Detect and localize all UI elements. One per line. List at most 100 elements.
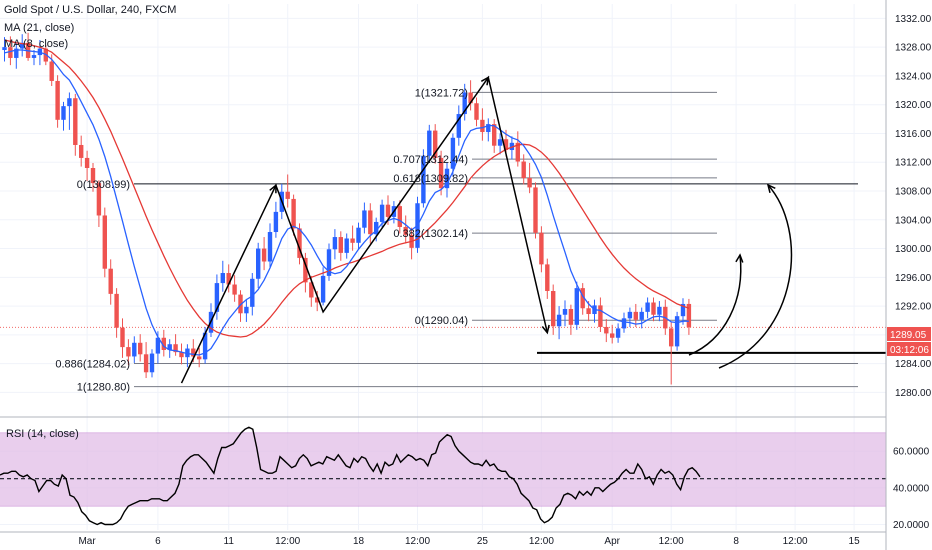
x-tick-label: 6 xyxy=(155,536,161,547)
ma21-legend: MA (21, close) xyxy=(4,22,74,34)
candle-body xyxy=(539,232,544,265)
y-tick-label: 1292.00 xyxy=(895,302,932,313)
rsi-title: RSI (14, close) xyxy=(6,428,79,440)
candle-body xyxy=(332,237,338,250)
candle-body xyxy=(114,293,119,328)
fib-level-label: 1(1280.80) xyxy=(77,382,130,394)
candle-body xyxy=(214,283,220,312)
candle-body xyxy=(67,98,72,107)
candle-body xyxy=(580,288,585,309)
candle-body xyxy=(674,316,680,347)
y-tick-label: 1280.00 xyxy=(895,388,932,399)
candle-body xyxy=(138,342,143,355)
candle-body xyxy=(84,157,90,168)
candle-body xyxy=(273,211,279,233)
y-tick-label: 1320.00 xyxy=(895,100,932,111)
candle-body xyxy=(256,248,261,279)
candle-body xyxy=(379,204,385,222)
candle-body xyxy=(574,288,579,325)
candle-body xyxy=(126,347,131,357)
candle-body xyxy=(303,257,308,283)
candle-body xyxy=(551,291,556,327)
candle-body xyxy=(515,142,520,162)
y-tick-label: 1284.00 xyxy=(895,359,932,370)
x-tick-label: 12:00 xyxy=(783,536,808,547)
candle-body xyxy=(633,311,638,320)
candle-body xyxy=(610,333,615,338)
x-tick-label: 8 xyxy=(733,536,739,547)
countdown-tag xyxy=(887,342,931,356)
candle-body xyxy=(604,326,609,334)
zigzag-pattern xyxy=(180,75,549,384)
candle-body xyxy=(556,314,562,327)
candle-body xyxy=(356,227,361,243)
candle-body xyxy=(669,328,674,347)
candle-body xyxy=(309,282,314,298)
candle-body xyxy=(49,61,54,81)
candle-body xyxy=(2,47,7,51)
ma21-line xyxy=(4,39,690,338)
candle-body xyxy=(421,155,426,204)
x-tick-label: 18 xyxy=(353,536,365,547)
candle-body xyxy=(90,168,96,184)
candle-body xyxy=(486,124,491,133)
projection-arrow-large xyxy=(766,183,776,193)
candle-body xyxy=(202,332,208,360)
fib-level-label: 0(1308.99) xyxy=(77,179,130,191)
candle-body xyxy=(450,137,456,169)
candle-body xyxy=(244,306,249,314)
candle-body xyxy=(385,204,391,217)
candle-body xyxy=(61,106,66,120)
candle-body xyxy=(433,130,438,158)
x-tick-label: 25 xyxy=(477,536,489,547)
candle-body xyxy=(20,42,25,49)
projection-curve-small xyxy=(688,254,742,356)
candle-body xyxy=(368,210,373,235)
y-tick-label: 1296.00 xyxy=(895,273,932,284)
candle-body xyxy=(55,80,60,120)
x-tick-label: 12:00 xyxy=(659,536,684,547)
candle-body xyxy=(456,114,461,138)
candle-body xyxy=(657,306,662,315)
candle-body xyxy=(161,337,166,350)
fib-level-label: 0.618(1309.82) xyxy=(393,173,468,185)
candle-body xyxy=(149,353,155,373)
candle-body xyxy=(527,178,532,188)
candle-body xyxy=(326,249,332,276)
candle-body xyxy=(220,273,225,284)
candle-body xyxy=(120,327,125,348)
candle-body xyxy=(497,139,503,146)
candle-body xyxy=(427,130,432,156)
x-tick-label: 11 xyxy=(224,536,235,547)
candle-body xyxy=(132,342,137,357)
rsi-y-tick-label: 20.0000 xyxy=(893,520,930,531)
candle-body xyxy=(474,103,479,120)
candle-body xyxy=(403,226,408,235)
fib-level-label: 0.382(1302.14) xyxy=(393,228,468,240)
candle-body xyxy=(191,348,196,357)
candle-body xyxy=(108,268,113,294)
candle-body xyxy=(250,278,255,307)
candle-body xyxy=(533,187,538,233)
candle-body xyxy=(155,337,161,354)
fib-levels xyxy=(0,91,886,388)
candle-body xyxy=(8,47,13,58)
y-tick-label: 1316.00 xyxy=(895,129,932,140)
arrow-head-up xyxy=(269,183,277,194)
candle-body xyxy=(645,302,650,312)
candle-body xyxy=(102,215,107,269)
candle-body xyxy=(197,356,202,360)
candle-body xyxy=(686,303,692,328)
x-tick-label: 12:00 xyxy=(529,536,554,547)
x-tick-label: 15 xyxy=(849,536,861,547)
candle-body xyxy=(350,238,355,243)
candle-body xyxy=(362,210,367,228)
candle-body xyxy=(173,344,178,353)
arrow-head-top xyxy=(480,75,490,86)
moving-averages xyxy=(4,39,690,356)
candle-body xyxy=(374,221,379,235)
chart-title: Gold Spot / U.S. Dollar, 240, FXCM xyxy=(4,4,176,16)
candle-body xyxy=(73,98,78,145)
